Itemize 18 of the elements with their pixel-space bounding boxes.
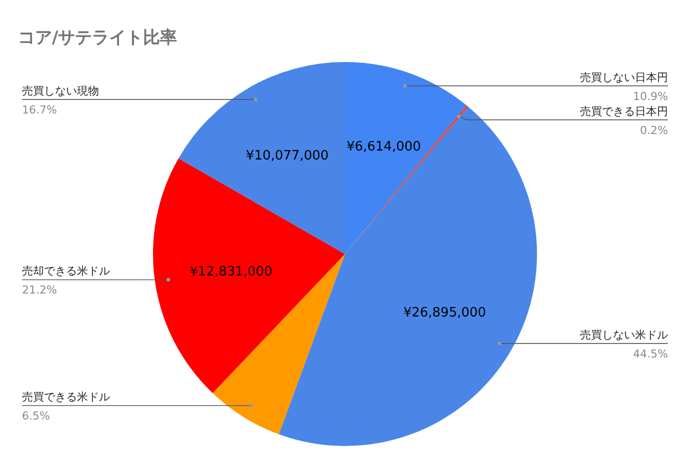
text: ¥12,831,000 <box>190 264 272 280</box>
data-label: 44.5% <box>633 347 668 360</box>
chart-title: コア/サテライト比率 <box>18 28 178 48</box>
data-label: 10.9% <box>633 90 668 103</box>
slice-label: 売却できる米ドル <box>22 264 110 278</box>
slice-label: 売買しない現物 <box>22 84 99 98</box>
slice-label: 売買できる日本円 <box>580 104 668 118</box>
data-label: 21.2% <box>22 284 57 297</box>
pie-slice <box>345 105 468 254</box>
text: ¥26,895,000 <box>403 306 486 321</box>
data-label: 0.2% <box>640 124 668 137</box>
text: ¥6,614,000 <box>346 139 421 154</box>
data-label: 16.7% <box>22 103 57 116</box>
data-label: 6.5% <box>22 410 50 423</box>
slice-label: 売買しない米ドル <box>580 328 668 342</box>
slice-label: 売買できる米ドル <box>22 390 110 404</box>
text: ¥10,077,000 <box>246 148 329 164</box>
slice-label: 売買しない日本円 <box>580 70 668 84</box>
